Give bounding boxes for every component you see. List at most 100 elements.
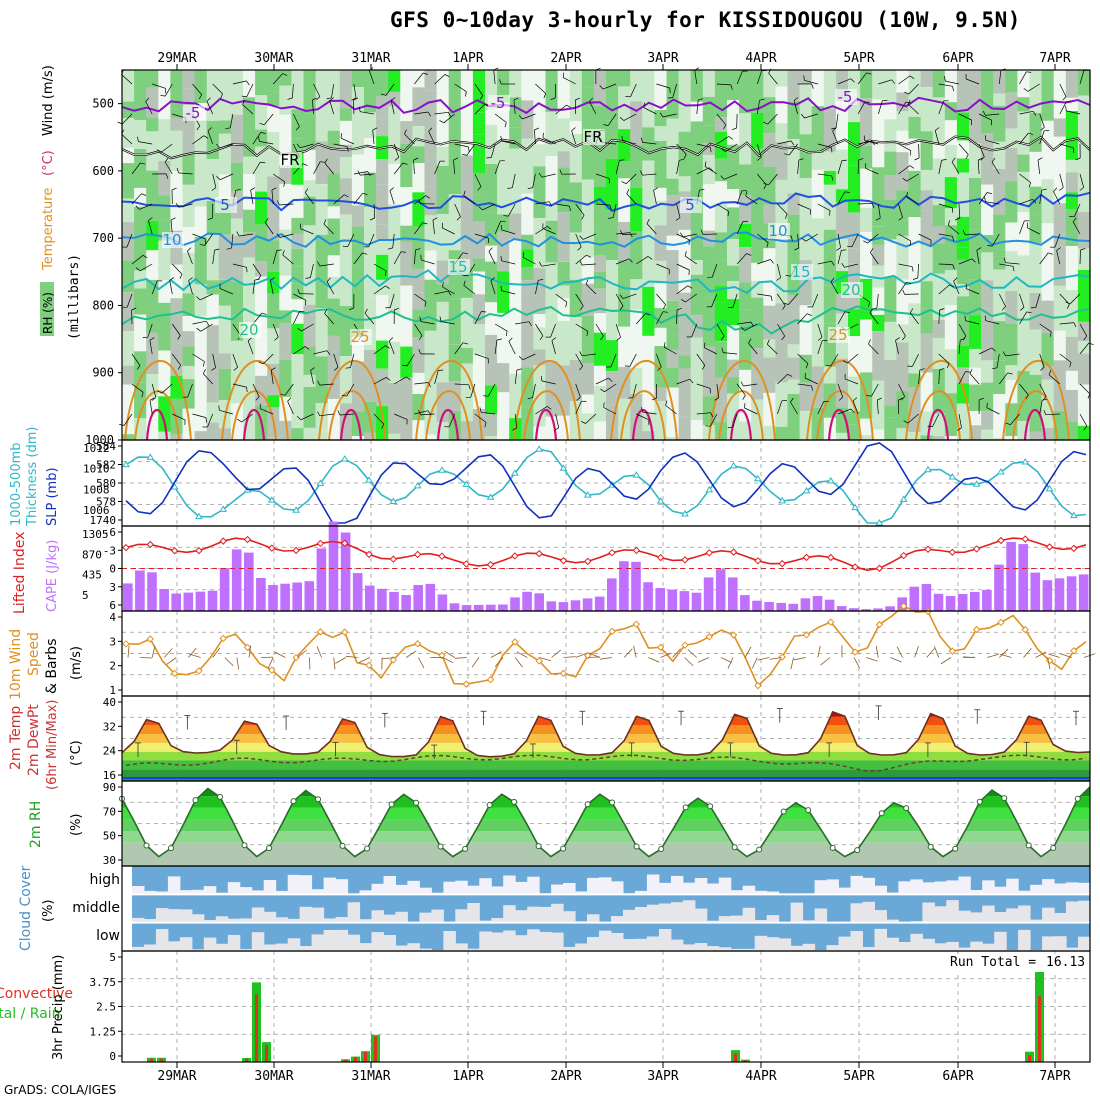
- rh-shade-cell: [182, 331, 196, 347]
- cloud-gap-cell: [527, 876, 540, 895]
- wind-barb-feather: [1028, 132, 1034, 135]
- rh-shade-cell: [581, 283, 595, 316]
- wind-barb-feather: [721, 148, 726, 152]
- rh-shade-cell: [291, 217, 305, 234]
- wind-barb: [581, 263, 596, 266]
- wind-barb: [442, 227, 455, 235]
- temp-contour-35: [926, 408, 950, 441]
- wind-barb: [474, 311, 482, 325]
- wind-barb: [522, 113, 536, 120]
- thickness-marker: [875, 519, 884, 526]
- wind-barb: [1039, 400, 1043, 415]
- wind-barb-feather: [258, 361, 264, 365]
- rh-shade-cell: [1065, 370, 1079, 390]
- thickness-tick-label: 582: [96, 459, 116, 472]
- wind-barb: [709, 413, 718, 427]
- wind-barb: [797, 313, 808, 325]
- cloud-gap-cell: [287, 874, 301, 895]
- wind-barb: [622, 233, 637, 235]
- wind-barb: [490, 280, 496, 295]
- wind-barb-feather: [763, 182, 769, 186]
- temp-band: [122, 751, 1090, 761]
- rh-shade-cell: [134, 120, 147, 149]
- rh-shade-cell: [944, 208, 958, 226]
- wind-barb: [1039, 190, 1043, 205]
- wind-barb-feather: [496, 338, 502, 341]
- rh-shade-cell: [763, 133, 776, 167]
- wind-barb: [172, 263, 183, 275]
- wind-barb-feather: [348, 307, 354, 311]
- rh-shade-cell: [146, 332, 159, 375]
- rh-shade-cell: [351, 436, 365, 440]
- wind-barb: [420, 321, 435, 325]
- wind-barb: [550, 323, 556, 338]
- rh-shade-cell: [618, 429, 631, 440]
- panel-rh2m: [119, 781, 1091, 866]
- rh-shade-cell: [666, 367, 680, 388]
- wind-barb-feather: [1026, 71, 1032, 73]
- cloud-gap-cell: [682, 882, 696, 895]
- rh-shade-cell: [606, 386, 619, 406]
- wind-barb-feather: [169, 277, 175, 281]
- cloud-gap-cell: [455, 880, 468, 895]
- cloud-gap-cell: [910, 879, 923, 895]
- wind-barb: [898, 203, 903, 218]
- wind-barb-feather: [554, 427, 559, 431]
- rh-shade-cell: [485, 385, 498, 415]
- wind-barb-feather: [676, 307, 682, 311]
- wind-barb-feather: [659, 112, 664, 118]
- date-label-bottom: 5APR: [843, 1069, 874, 1084]
- rh-shade-cell: [690, 70, 704, 102]
- rh-shade-cell: [1065, 389, 1079, 422]
- wind-barb: [1048, 374, 1061, 385]
- wind-barb: [938, 263, 953, 265]
- wind-barb-feather: [453, 157, 459, 161]
- rh-shade-cell: [545, 262, 559, 281]
- wind-barb-feather: [406, 376, 411, 381]
- wind-barb: [676, 285, 689, 295]
- wind-barb-feather: [939, 308, 945, 311]
- rh-shade-cell: [763, 204, 776, 224]
- date-label-bottom: 31MAR: [351, 1069, 390, 1084]
- wind-barb-feather: [577, 246, 582, 251]
- wind-barb-feather: [326, 97, 332, 100]
- cape-bar: [195, 591, 206, 611]
- wind-barb-feather: [362, 252, 368, 255]
- wind-barb: [172, 353, 181, 366]
- rh-shade-cell: [218, 279, 232, 306]
- wind-barb-feather: [750, 321, 754, 327]
- wind10m-marker: [341, 628, 349, 636]
- wind-barb-feather: [756, 157, 762, 161]
- precip-convective-bar: [265, 1045, 268, 1062]
- lifted-index-marker: [268, 544, 276, 552]
- cloud-gap-cell: [862, 901, 875, 923]
- cape-bar: [316, 548, 327, 611]
- cape-bar: [498, 604, 508, 611]
- wind-barb-feather: [1083, 335, 1088, 341]
- rh-shade-cell: [860, 207, 873, 232]
- cloud-gap-cell: [155, 891, 169, 895]
- wind-barb: [312, 99, 314, 115]
- rh-shade-cell: [1005, 222, 1018, 252]
- wind-barb: [555, 293, 568, 303]
- cloud-gap-cell: [670, 875, 684, 895]
- rh-shade-cell: [714, 203, 728, 233]
- wind-barb: [642, 173, 657, 176]
- temp-contour-15: [121, 269, 1091, 294]
- wind-barb-feather: [418, 349, 421, 355]
- cloud-gap-cell: [886, 919, 899, 923]
- rh-shade-cell: [956, 112, 970, 141]
- wind-barb: [877, 100, 883, 115]
- wind-barb: [898, 383, 906, 397]
- wind-barb-feather: [776, 277, 781, 281]
- cloud-gap-cell: [395, 945, 408, 951]
- rh-shade-cell: [279, 323, 292, 360]
- cape-bar: [788, 603, 799, 611]
- rh-shade-cell: [376, 295, 389, 341]
- lifted-index-marker: [632, 546, 641, 555]
- wind-barb-feather: [135, 205, 140, 210]
- wind-barb-feather: [237, 418, 242, 423]
- wind10m-barb: [940, 657, 952, 665]
- rh-shade-cell: [872, 287, 885, 315]
- convective-axis-label: Convective: [0, 986, 73, 1002]
